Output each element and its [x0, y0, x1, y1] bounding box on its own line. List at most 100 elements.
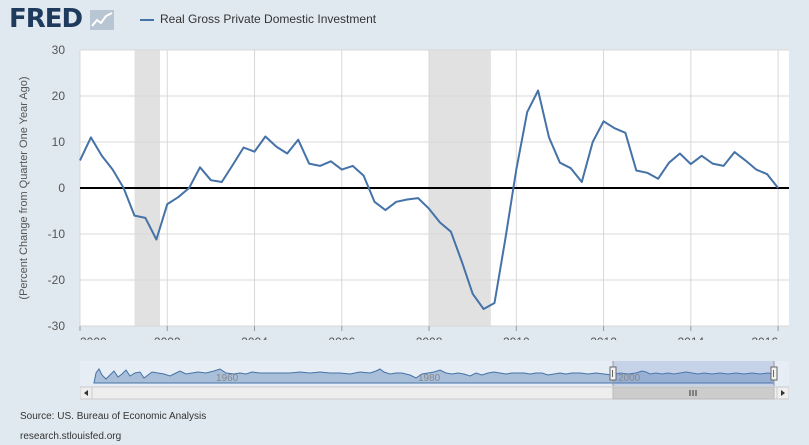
data-point[interactable]	[731, 149, 737, 155]
x-tick-label: 2012	[590, 335, 617, 340]
data-point[interactable]	[601, 118, 607, 124]
data-point[interactable]	[415, 195, 421, 201]
data-point[interactable]	[513, 167, 519, 173]
navigator-series-area	[93, 368, 775, 384]
data-point[interactable]	[590, 139, 596, 145]
y-tick-label: -20	[48, 273, 66, 287]
data-point[interactable]	[88, 134, 94, 140]
data-point[interactable]	[644, 170, 650, 176]
data-point[interactable]	[273, 144, 279, 150]
data-point[interactable]	[295, 137, 301, 143]
y-tick-label: -30	[48, 319, 66, 333]
x-tick-label: 2008	[416, 335, 443, 340]
data-point[interactable]	[459, 259, 465, 265]
data-point[interactable]	[241, 145, 247, 151]
grip-icon	[689, 390, 697, 396]
data-point[interactable]	[622, 130, 628, 136]
data-point[interactable]	[393, 199, 399, 205]
y-tick-label: 20	[52, 89, 66, 103]
data-point[interactable]	[262, 133, 268, 139]
header: FRED Real Gross Private Domestic Investm…	[0, 0, 809, 40]
data-point[interactable]	[524, 109, 530, 115]
y-tick-label: -10	[48, 227, 66, 241]
data-point[interactable]	[339, 167, 345, 173]
x-tick-label: 2014	[677, 335, 704, 340]
x-tick-label: 2000	[80, 335, 107, 340]
y-tick-label: 0	[58, 181, 65, 195]
data-point[interactable]	[753, 167, 759, 173]
chevron-right-icon	[781, 390, 785, 396]
data-point[interactable]	[306, 161, 312, 167]
fred-logo[interactable]: FRED	[9, 4, 83, 34]
data-point[interactable]	[153, 237, 159, 243]
data-point[interactable]	[721, 163, 727, 169]
data-point[interactable]	[208, 177, 214, 183]
data-point[interactable]	[535, 87, 541, 93]
data-point[interactable]	[491, 300, 497, 306]
data-point[interactable]	[382, 207, 388, 213]
data-point[interactable]	[699, 153, 705, 159]
data-point[interactable]	[502, 236, 508, 242]
data-point[interactable]	[579, 179, 585, 185]
data-point[interactable]	[677, 151, 683, 157]
series-line[interactable]	[79, 89, 779, 310]
data-point[interactable]	[230, 162, 236, 168]
data-point[interactable]	[252, 149, 258, 155]
data-point[interactable]	[764, 171, 770, 177]
data-point[interactable]	[328, 158, 334, 164]
data-point[interactable]	[186, 185, 192, 191]
y-tick-label: 10	[52, 135, 66, 149]
scrollbar-track[interactable]	[80, 386, 789, 400]
data-point[interactable]	[633, 168, 639, 174]
data-point[interactable]	[742, 157, 748, 163]
data-point[interactable]	[317, 163, 323, 169]
data-point[interactable]	[197, 164, 203, 170]
legend-swatch	[140, 19, 154, 21]
data-point[interactable]	[164, 201, 170, 207]
data-point[interactable]	[284, 151, 290, 157]
y-tick-label: 30	[52, 43, 66, 57]
data-point[interactable]	[350, 163, 356, 169]
data-point[interactable]	[666, 160, 672, 166]
data-point[interactable]	[437, 220, 443, 226]
navigator-label: 1960	[216, 373, 239, 384]
data-point[interactable]	[99, 153, 105, 159]
navigator-selection[interactable]	[613, 361, 774, 386]
data-point[interactable]	[110, 167, 116, 173]
legend-label: Real Gross Private Domestic Investment	[160, 12, 377, 26]
x-tick-label: 2016	[751, 335, 778, 340]
chevron-left-icon	[84, 390, 88, 396]
data-point[interactable]	[404, 197, 410, 203]
y-axis-label: (Percent Change from Quarter One Year Ag…	[18, 76, 30, 299]
data-point[interactable]	[568, 165, 574, 171]
x-tick-label: 2006	[328, 335, 355, 340]
data-point[interactable]	[426, 206, 432, 212]
data-point[interactable]	[655, 176, 661, 182]
data-point[interactable]	[688, 161, 694, 167]
line-graph-icon	[90, 10, 114, 30]
data-point[interactable]	[546, 134, 552, 140]
navigator-label: 2000	[618, 373, 641, 384]
data-point[interactable]	[142, 215, 148, 221]
data-point[interactable]	[121, 185, 127, 191]
data-point[interactable]	[470, 291, 476, 297]
data-point[interactable]	[775, 185, 781, 191]
data-point[interactable]	[175, 194, 181, 200]
data-point[interactable]	[219, 179, 225, 185]
x-tick-label: 2004	[241, 335, 268, 340]
data-point[interactable]	[557, 160, 563, 166]
data-point[interactable]	[481, 306, 487, 312]
data-point[interactable]	[361, 173, 367, 179]
source-link[interactable]: research.stlouisfed.org	[20, 431, 122, 442]
data-point[interactable]	[372, 199, 378, 205]
data-point[interactable]	[77, 157, 83, 163]
data-point[interactable]	[710, 161, 716, 167]
data-point[interactable]	[611, 125, 617, 131]
data-point[interactable]	[448, 229, 454, 235]
source-note: Source: US. Bureau of Economic Analysis	[20, 411, 207, 422]
range-navigator[interactable]: 1960 1980 2000	[80, 361, 789, 400]
data-point[interactable]	[132, 213, 138, 219]
navigator-label: 1980	[418, 373, 441, 384]
